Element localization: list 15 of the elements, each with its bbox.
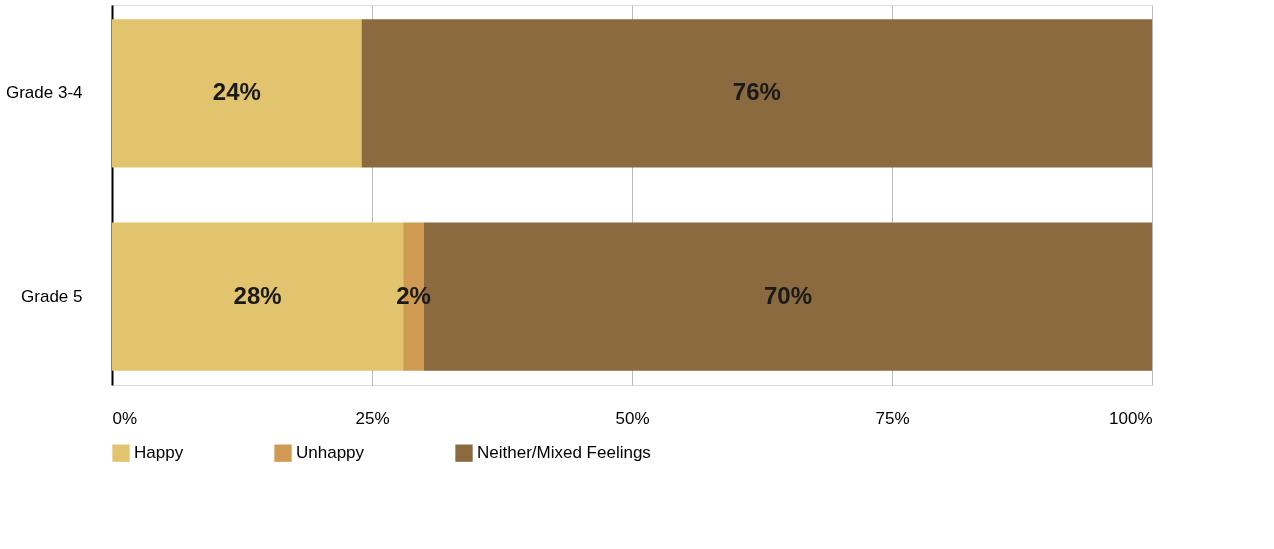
data-label: 28% (233, 281, 282, 309)
x-tick-label: 100% (1109, 408, 1153, 428)
data-label: 24% (212, 78, 261, 106)
data-label: 70% (763, 281, 813, 309)
y-tick-label: Grade 5 (21, 286, 83, 306)
x-tick-label: 25% (355, 408, 390, 428)
x-tick-label: 75% (875, 408, 910, 428)
data-label: 2% (396, 281, 431, 309)
legend-label: Neither/Mixed Feelings (477, 443, 651, 463)
x-tick-label: 50% (615, 408, 650, 428)
legend-label: Happy (134, 443, 184, 463)
y-tick-label: Grade 3-4 (5, 83, 83, 103)
x-tick-label: 0% (112, 408, 138, 428)
legend-label: Unhappy (296, 443, 365, 463)
data-label: 76% (732, 78, 781, 106)
